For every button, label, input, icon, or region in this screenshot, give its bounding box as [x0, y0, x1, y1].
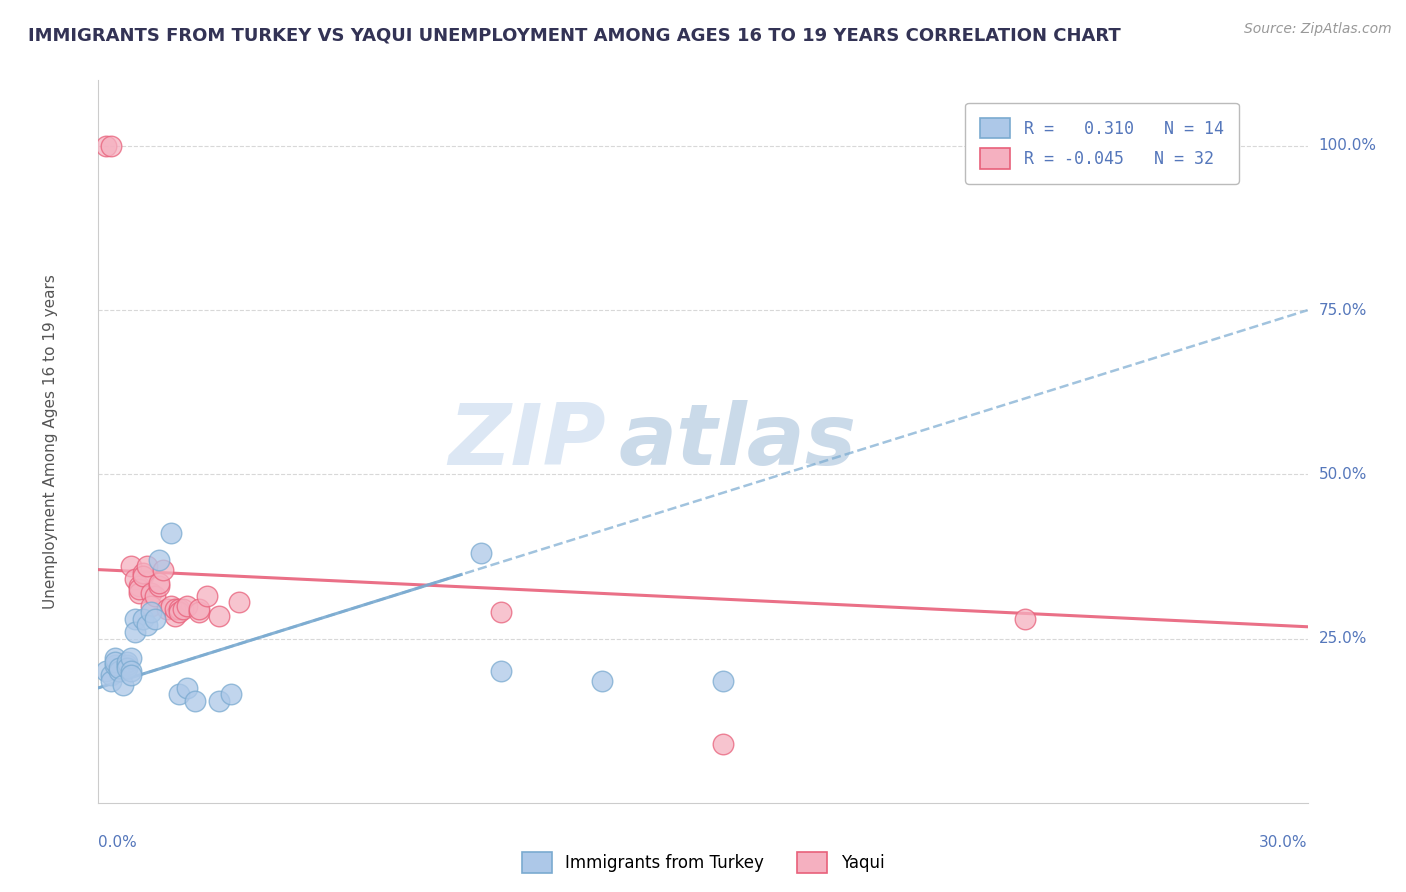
Point [120, 651, 142, 665]
Point [591, 674, 613, 689]
Point [156, 602, 179, 616]
Point [96, 665, 118, 679]
Point [103, 657, 125, 672]
Point [100, 674, 122, 689]
Point [148, 553, 170, 567]
Text: 50.0%: 50.0% [1319, 467, 1367, 482]
Text: 100.0%: 100.0% [1319, 138, 1376, 153]
Point [221, 687, 243, 701]
Point [132, 566, 155, 580]
Point [160, 599, 183, 613]
Point [115, 657, 138, 672]
Point [188, 602, 211, 616]
Point [100, 139, 122, 153]
Point [208, 694, 231, 708]
Point [139, 605, 162, 619]
Point [163, 602, 186, 616]
Point [167, 687, 190, 701]
Point [143, 612, 166, 626]
Point [176, 681, 198, 695]
Point [139, 599, 162, 613]
Point [132, 569, 155, 583]
Point [184, 694, 207, 708]
Point [143, 589, 166, 603]
Point [124, 573, 146, 587]
Point [176, 599, 198, 613]
Text: 30.0%: 30.0% [1260, 835, 1308, 850]
Point [491, 605, 513, 619]
Point [120, 665, 142, 679]
Point [195, 589, 218, 603]
Point [124, 612, 146, 626]
Legend: Immigrants from Turkey, Yaqui: Immigrants from Turkey, Yaqui [515, 846, 891, 880]
Point [107, 665, 129, 679]
Text: 25.0%: 25.0% [1319, 632, 1367, 646]
Point [103, 651, 125, 665]
Point [124, 625, 146, 640]
Point [115, 655, 138, 669]
Point [152, 563, 174, 577]
Point [128, 579, 150, 593]
Text: 0.0%: 0.0% [98, 835, 138, 850]
Point [135, 559, 157, 574]
Legend: R =   0.310   N = 14, R = -0.045   N = 32: R = 0.310 N = 14, R = -0.045 N = 32 [966, 103, 1239, 184]
Point [120, 559, 142, 574]
Point [167, 605, 190, 619]
Text: IMMIGRANTS FROM TURKEY VS YAQUI UNEMPLOYMENT AMONG AGES 16 TO 19 YEARS CORRELATI: IMMIGRANTS FROM TURKEY VS YAQUI UNEMPLOY… [28, 27, 1121, 45]
Point [491, 665, 513, 679]
Point [167, 602, 190, 616]
Point [148, 579, 170, 593]
Point [148, 575, 170, 590]
Point [103, 655, 125, 669]
Point [120, 667, 142, 681]
Point [100, 667, 122, 681]
Text: Unemployment Among Ages 16 to 19 years: Unemployment Among Ages 16 to 19 years [42, 274, 58, 609]
Point [160, 526, 183, 541]
Point [711, 674, 734, 689]
Point [1014, 612, 1036, 626]
Point [128, 585, 150, 599]
Point [96, 139, 118, 153]
Point [228, 595, 250, 609]
Point [208, 608, 231, 623]
Text: ZIP: ZIP [449, 400, 606, 483]
Point [115, 661, 138, 675]
Text: Source: ZipAtlas.com: Source: ZipAtlas.com [1244, 22, 1392, 37]
Point [132, 612, 155, 626]
Point [135, 618, 157, 632]
Point [188, 605, 211, 619]
Point [172, 602, 194, 616]
Point [163, 608, 186, 623]
Text: 75.0%: 75.0% [1319, 302, 1367, 318]
Point [107, 661, 129, 675]
Text: atlas: atlas [619, 400, 856, 483]
Point [128, 582, 150, 597]
Point [711, 737, 734, 751]
Point [111, 677, 134, 691]
Point [470, 546, 492, 560]
Point [139, 585, 162, 599]
